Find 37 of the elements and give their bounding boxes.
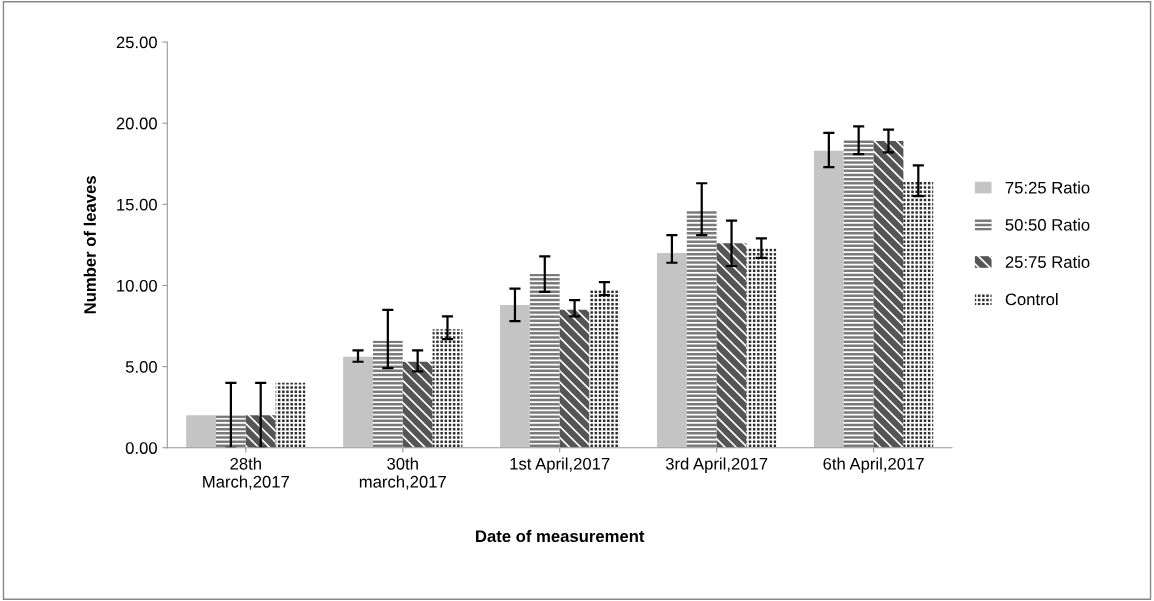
bar [813, 150, 844, 448]
y-tick-label: 15.00 [117, 198, 157, 211]
bar [275, 382, 306, 448]
legend-label: Control [1005, 292, 1058, 306]
bar [432, 329, 463, 448]
x-tick-label: 3rd April,2017 [665, 457, 768, 473]
bar [903, 181, 934, 448]
y-axis-title: Number of leaves [83, 176, 96, 314]
y-tick-label: 20.00 [116, 117, 157, 130]
bar [529, 274, 560, 448]
x-axis-title: Date of measurement [476, 529, 645, 543]
y-tick-label: 5.00 [125, 361, 157, 373]
bar [343, 356, 373, 448]
legend-label: 50:50 Ratio [1005, 218, 1090, 231]
bar [215, 415, 246, 448]
y-tick-label: 25.00 [116, 36, 157, 49]
x-tick-label: 28th March,2017 [203, 457, 289, 490]
y-tick-label: 10.00 [117, 279, 157, 292]
bar [589, 290, 620, 448]
bar [245, 415, 276, 448]
x-tick-label: 1st April,2017 [510, 457, 610, 473]
bar [186, 415, 216, 448]
bar [746, 248, 777, 448]
legend-label: 25:75 Ratio [1005, 255, 1090, 268]
bar [500, 304, 530, 448]
x-tick-label: 6th April,2017 [823, 457, 924, 473]
bar [372, 340, 403, 448]
bar [559, 309, 590, 448]
x-tick-label: 30th march,2017 [359, 457, 446, 490]
bar [873, 141, 904, 448]
bar [716, 243, 747, 448]
legend-label: 75:25 Ratio [1005, 181, 1090, 194]
bar [686, 210, 717, 448]
y-tick-label: 0.00 [125, 442, 157, 454]
bar [657, 253, 687, 448]
bar [843, 139, 874, 448]
bar [402, 361, 433, 448]
